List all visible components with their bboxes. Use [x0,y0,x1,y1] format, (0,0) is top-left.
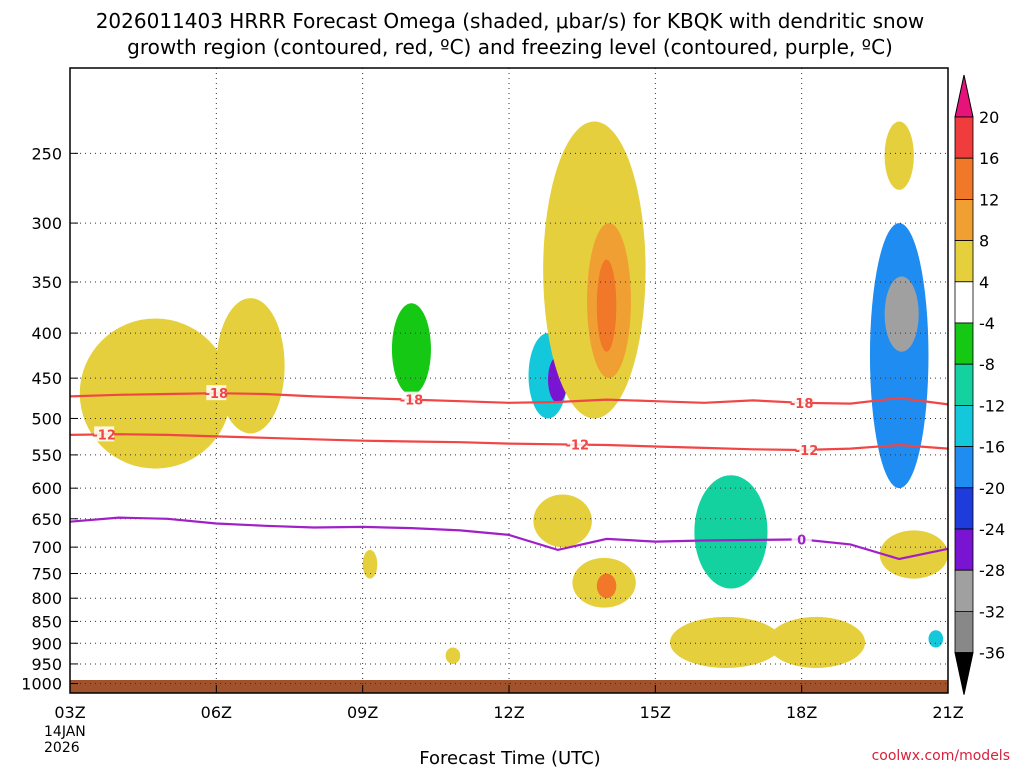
x-tick-label: 21Z [932,703,963,722]
contour-label-bg [567,436,588,452]
colorbar-bottom-arrow [954,652,974,695]
contour-label: -12 [795,444,819,459]
omega-region [533,494,592,548]
x-tick-label: 18Z [786,703,817,722]
colorbar-label: 16 [979,149,999,168]
contour-label-bg [206,385,227,401]
colorbar-label: -8 [979,355,995,374]
colorbar-label: 4 [979,273,989,292]
y-tick-label: 600 [31,479,62,498]
chart-title-line1: 2026011403 HRRR Forecast Omega (shaded, … [96,9,925,33]
omega-region [884,121,914,190]
contour-label-bg [791,394,812,410]
colorbar-bin [954,446,974,489]
omega-shading [79,86,948,672]
x-tick-label: 12Z [493,703,524,722]
y-tick-label: 800 [31,589,62,608]
omega-region [362,549,378,579]
colorbar-label: 12 [979,190,999,209]
contour-label: -12 [92,428,116,443]
omega-region [669,616,783,668]
contour-lines: -18 -18 -18 -12 -12 -12 0 [69,385,949,561]
colorbar-bin [954,116,974,159]
colorbar-label: 8 [979,232,989,251]
x-tick-label: 03Z [54,703,85,722]
omega-region [928,630,944,648]
omega-region [879,530,948,579]
omega-region [767,616,866,668]
y-tick-label: 550 [31,446,62,465]
omega-region [279,655,344,672]
omega-region [694,475,768,589]
colorbar-bin [954,404,974,447]
colorbar-bin [954,487,974,530]
colorbar-label: -36 [979,644,1005,663]
y-tick-label: 350 [31,273,62,292]
colorbar-label: -24 [979,520,1005,539]
colorbar-bin [954,611,974,654]
y-tick-label: 500 [31,409,62,428]
omega-region [450,488,534,670]
omega-region [216,298,285,434]
colorbar-label: 20 [979,108,999,127]
contour-label: -18 [205,387,229,402]
contour-label-bg [796,441,817,457]
colorbar-label: -20 [979,479,1005,498]
omega-region [904,621,948,668]
y-tick-label: 650 [31,510,62,529]
y-tick-label: 750 [31,565,62,584]
y-tick-label: 950 [31,655,62,674]
colorbar-label: -12 [979,396,1005,415]
omega-region [445,647,461,664]
colorbar-bin [954,281,974,324]
x-axis: 03Z 06Z 09Z 12Z 15Z 18Z 21Z [54,685,964,722]
omega-region [596,573,617,599]
colorbar-label: -28 [979,561,1005,580]
x-date-line1: 14JAN [44,724,86,740]
colorbar-bin [954,198,974,241]
contour-label: -18 [400,394,424,409]
colorbar-bin [954,569,974,612]
y-axis: 250 300 350 400 450 500 550 600 650 700 750 800 850 9… [21,144,78,694]
colorbar-bin [954,240,974,283]
colorbar-bin [954,363,974,406]
x-date-line2: 2026 [44,740,80,756]
colorbar-bin [954,322,974,365]
y-tick-label: 400 [31,324,62,343]
contour-label-bg [94,426,115,442]
credit-text: coolwx.com/models [872,748,1010,764]
colorbar-bin [954,157,974,200]
x-axis-label: Forecast Time (UTC) [419,748,600,768]
omega-region [582,461,666,542]
x-tick-label: 15Z [640,703,671,722]
y-tick-label: 450 [31,369,62,388]
colorbar: 20 16 12 8 4 -4 -8 -12 -16 -20 -24 -28 -32 -36 [954,74,1005,695]
colorbar-top-arrow [954,74,974,118]
y-tick-label: 1000 [21,675,62,694]
omega-region [869,223,929,489]
omega-region [157,530,236,626]
x-tick-label: 06Z [201,703,232,722]
colorbar-bin [954,528,974,571]
y-tick-label: 900 [31,634,62,653]
contour-label: -12 [566,439,590,454]
colorbar-label: -16 [979,438,1005,457]
y-tick-label: 850 [31,612,62,631]
contour-label-bg [401,391,422,407]
y-tick-label: 700 [31,538,62,557]
omega-region [884,276,919,352]
colorbar-label: -4 [979,314,995,333]
colorbar-label: -32 [979,602,1005,621]
contour-label: -18 [790,397,814,412]
y-tick-label: 250 [31,144,62,163]
chart-title-line2: growth region (contoured, red, ºC) and f… [127,35,893,59]
omega-region [596,259,617,352]
y-tick-label: 300 [31,214,62,233]
contour-label-bg [791,531,812,547]
omega-region [704,86,807,217]
x-tick-label: 09Z [347,703,378,722]
omega-region [391,303,431,395]
contour-label: 0 [797,533,806,548]
